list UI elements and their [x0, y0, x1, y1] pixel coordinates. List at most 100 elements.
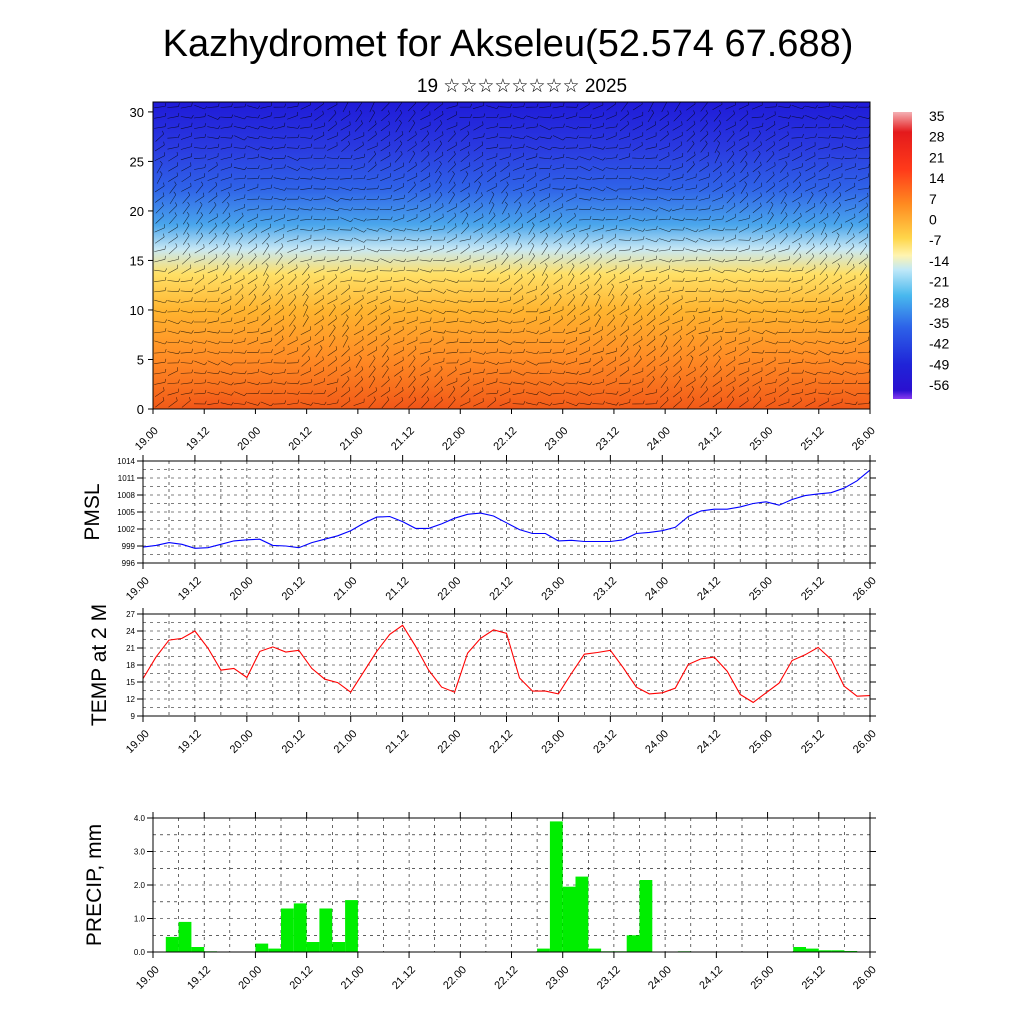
colorbar-label: 21 [929, 149, 945, 165]
y-tick-label: 9 [131, 712, 136, 721]
precip-bar [549, 821, 563, 952]
x-tick-label: 26.00 [851, 964, 879, 992]
colorbar-label: -7 [929, 232, 942, 248]
y-tick-label: 1002 [117, 525, 135, 534]
x-tick-label: 22.00 [435, 575, 463, 603]
y-axis-label: PRECIP, mm [83, 824, 106, 946]
x-tick-label: 20.12 [280, 575, 308, 603]
x-tick-label: 19.12 [176, 575, 204, 603]
heatmap-x-tick-label: 25.00 [747, 425, 775, 453]
y-tick-label: 1.0 [134, 915, 146, 924]
precip-bar [332, 942, 346, 952]
heatmap-x-tick-label: 20.00 [235, 425, 263, 453]
colorbar-label: -49 [929, 356, 949, 372]
colorbar-label: -42 [929, 336, 949, 352]
precip-bar [575, 876, 589, 952]
heatmap-x-tick-label: 24.00 [645, 425, 673, 453]
series-line [142, 624, 871, 704]
precip-panel: 0.0 1.0 2.0 3.0 4.0 19.00 19.12 20.00 20.12 21.00… [83, 812, 879, 992]
heatmap-x-tick-label: 20.12 [287, 425, 315, 453]
x-tick-label: 21.00 [339, 964, 367, 992]
wind-barbs [154, 102, 870, 409]
x-tick-label: 23.00 [539, 728, 567, 756]
x-tick-label: 21.12 [390, 964, 418, 992]
x-tick-label: 24.12 [697, 964, 725, 992]
precip-bar [178, 921, 192, 952]
colorbar-label: 28 [929, 129, 945, 145]
x-tick-label: 19.00 [134, 964, 162, 992]
heatmap-x-tick-label: 25.12 [799, 425, 827, 453]
heatmap-y-tick-label: 15 [130, 253, 144, 268]
colorbar-label: -56 [929, 377, 949, 393]
warm-core [340, 299, 498, 409]
y-tick-label: 12 [126, 695, 135, 704]
heatmap-x-tick-label: 19.00 [133, 425, 161, 453]
precip-bar [345, 900, 358, 952]
precip-bar [831, 950, 845, 952]
x-tick-label: 20.12 [288, 964, 316, 992]
colorbar: 35 28 21 14 7 0 -7 -14 -21 -28 -35 -42 -49 -56 [893, 108, 949, 399]
x-tick-label: 22.00 [441, 964, 469, 992]
x-tick-label: 25.12 [799, 575, 827, 603]
colorbar-label: -28 [929, 294, 949, 310]
x-tick-label: 26.00 [851, 575, 879, 603]
temp-panel: 9 12 15 18 21 24 27 19.00 19.12 20.00 20.12 21.00 21… [88, 604, 879, 756]
heatmap-y-tick-label: 10 [130, 303, 144, 318]
series-line [142, 469, 871, 549]
x-tick-label: 25.00 [747, 575, 775, 603]
y-tick-label: 0.0 [134, 948, 146, 957]
y-tick-label: 15 [126, 678, 135, 687]
x-tick-label: 24.12 [695, 575, 723, 603]
precip-bar [588, 948, 602, 952]
grid-lines [152, 818, 871, 952]
heatmap-x-tick-label: 22.12 [491, 425, 519, 453]
x-tick-label: 21.12 [384, 575, 412, 603]
precip-bar [306, 942, 320, 952]
x-tick-label: 20.00 [236, 964, 264, 992]
x-tick-label: 21.00 [332, 728, 360, 756]
precip-bar [639, 880, 653, 952]
y-tick-label: 3.0 [134, 848, 146, 857]
heatmap-x-tick-label: 21.00 [338, 425, 366, 453]
precip-bar [562, 886, 576, 952]
grid-lines [142, 614, 871, 716]
x-tick-label: 21.12 [384, 728, 412, 756]
y-tick-label: 1014 [117, 457, 135, 466]
y-tick-label: 1011 [118, 474, 136, 483]
x-tick-label: 20.12 [280, 728, 308, 756]
colorbar-label: -35 [929, 315, 949, 331]
precip-bar [537, 948, 550, 952]
precip-bar [626, 935, 640, 953]
heatmap-y-tick-label: 25 [130, 154, 144, 169]
colorbar-label: -14 [929, 253, 949, 269]
chart-title: Kazhydromet for Akseleu(52.574 67.688) [163, 23, 854, 65]
x-tick-label: 24.00 [643, 575, 671, 603]
precip-bar [293, 903, 307, 952]
x-tick-label: 22.12 [487, 575, 515, 603]
warm-core [779, 339, 870, 409]
x-tick-label: 23.12 [591, 575, 619, 603]
y-tick-label: 996 [122, 559, 136, 568]
x-tick-label: 21.00 [332, 575, 360, 603]
y-tick-label: 1005 [117, 508, 135, 517]
warm-core [697, 354, 777, 409]
y-axis-label: TEMP at 2 M [88, 604, 111, 726]
heatmap-y-tick-label: 0 [137, 402, 144, 417]
colorbar-label: 0 [929, 212, 937, 228]
precip-bar [806, 948, 819, 952]
heatmap-y-tick-label: 20 [130, 204, 144, 219]
y-tick-label: 24 [126, 627, 135, 636]
precip-bar [165, 936, 179, 952]
precip-bar [319, 908, 333, 952]
x-tick-label: 23.12 [591, 728, 619, 756]
x-tick-label: 22.12 [492, 964, 520, 992]
colorbar-scale [893, 112, 912, 399]
x-tick-label: 22.00 [435, 728, 463, 756]
y-tick-label: 2.0 [134, 881, 146, 890]
heatmap-x-tick-label: 22.00 [440, 425, 468, 453]
x-tick-label: 19.12 [176, 728, 204, 756]
colorbar-label: -21 [929, 274, 949, 290]
precip-bar [281, 908, 294, 952]
warm-core [153, 314, 283, 409]
